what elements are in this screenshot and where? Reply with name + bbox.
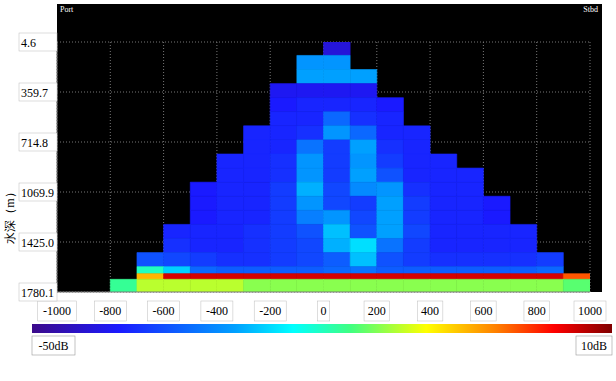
svg-text:-200: -200 (259, 304, 281, 318)
svg-text:800: 800 (528, 304, 546, 318)
svg-text:1425.0: 1425.0 (21, 236, 54, 250)
svg-text:-1000: -1000 (43, 304, 71, 318)
svg-text:400: 400 (421, 304, 439, 318)
svg-text:-50dB: -50dB (39, 339, 69, 353)
svg-text:714.8: 714.8 (21, 136, 48, 150)
html-text:水深（m）: 水深（m） (2, 186, 17, 244)
svg-text:-400: -400 (206, 304, 228, 318)
svg-text:-800: -800 (99, 304, 121, 318)
svg-text:0: 0 (321, 304, 327, 318)
svg-text:4.6: 4.6 (21, 36, 36, 50)
svg-text:1780.1: 1780.1 (21, 286, 54, 300)
svg-text:359.7: 359.7 (21, 86, 48, 100)
svg-text:1000: 1000 (578, 304, 602, 318)
svg-text:1069.9: 1069.9 (21, 186, 54, 200)
svg-text:10dB: 10dB (581, 339, 607, 353)
svg-text:600: 600 (474, 304, 492, 318)
svg-text:-600: -600 (153, 304, 175, 318)
svg-text:200: 200 (368, 304, 386, 318)
html-text:Port: Port (60, 5, 74, 14)
html-text:Stbd: Stbd (583, 5, 598, 14)
